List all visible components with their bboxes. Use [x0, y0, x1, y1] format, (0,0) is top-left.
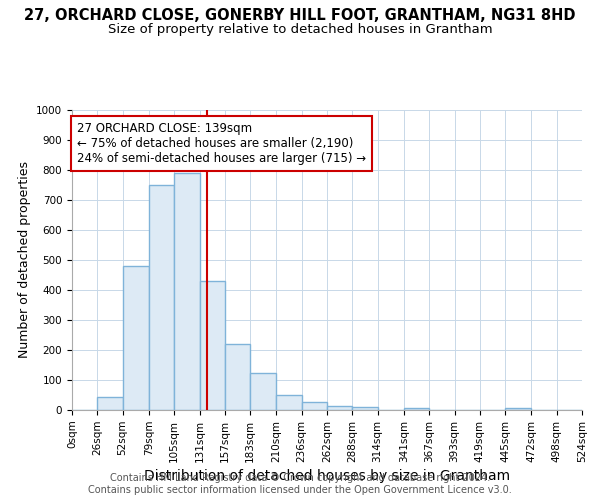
- Bar: [97, 396, 122, 410]
- Bar: [122, 266, 149, 410]
- Bar: [327, 406, 352, 410]
- Bar: [404, 408, 429, 410]
- Bar: [174, 173, 200, 410]
- Bar: [250, 372, 277, 410]
- Text: Contains HM Land Registry data © Crown copyright and database right 2024.
Contai: Contains HM Land Registry data © Crown c…: [88, 474, 512, 495]
- Bar: [225, 344, 250, 410]
- Bar: [277, 395, 302, 410]
- Y-axis label: Number of detached properties: Number of detached properties: [17, 162, 31, 358]
- Bar: [352, 407, 377, 410]
- X-axis label: Distribution of detached houses by size in Grantham: Distribution of detached houses by size …: [144, 469, 510, 483]
- Text: 27, ORCHARD CLOSE, GONERBY HILL FOOT, GRANTHAM, NG31 8HD: 27, ORCHARD CLOSE, GONERBY HILL FOOT, GR…: [24, 8, 576, 22]
- Bar: [505, 408, 532, 410]
- Bar: [149, 185, 174, 410]
- Text: 27 ORCHARD CLOSE: 139sqm
← 75% of detached houses are smaller (2,190)
24% of sem: 27 ORCHARD CLOSE: 139sqm ← 75% of detach…: [77, 122, 366, 165]
- Text: Size of property relative to detached houses in Grantham: Size of property relative to detached ho…: [107, 22, 493, 36]
- Bar: [199, 281, 225, 410]
- Bar: [302, 402, 327, 410]
